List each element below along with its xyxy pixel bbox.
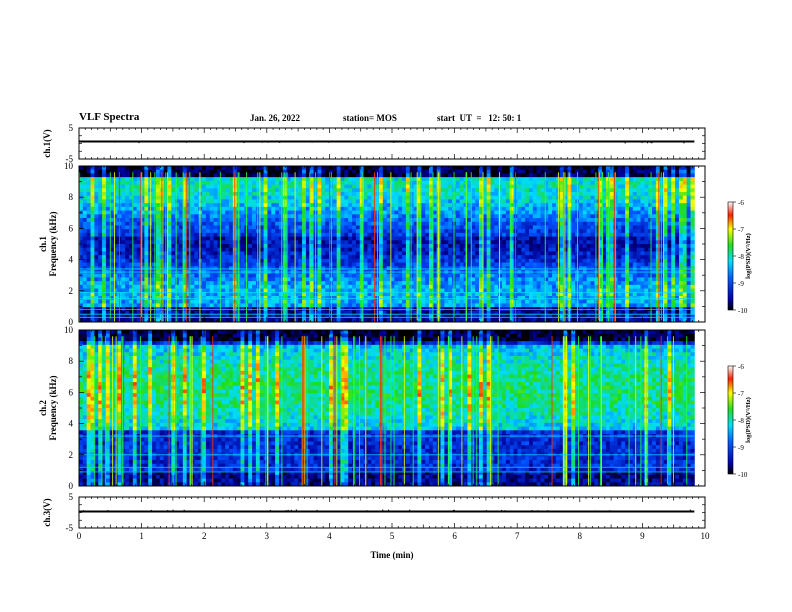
- x-tick-label: 10: [701, 531, 711, 541]
- colorbar-tick-label: -10: [738, 471, 748, 479]
- y-axis-label: ch.1(V): [42, 129, 52, 157]
- colorbar-tick-label: -8: [738, 253, 744, 261]
- y-tick-label: 6: [69, 387, 74, 397]
- y-axis-label: Frequency (kHz): [48, 211, 58, 276]
- y-tick-label: 8: [69, 356, 74, 366]
- date-label: Jan. 26, 2022: [250, 113, 301, 123]
- y-tick-label: -5: [66, 154, 74, 164]
- x-tick-label: 9: [640, 531, 645, 541]
- colorbar-strip: [727, 201, 734, 311]
- x-axis-label: Time (min): [370, 550, 413, 560]
- y-tick-label: 2: [69, 450, 74, 460]
- colorbar-tick-label: -10: [738, 307, 748, 315]
- y-axis-label: ch.1: [38, 236, 48, 252]
- y-tick-label: 10: [64, 325, 74, 335]
- start-time-label: start UT = 12: 50: 1: [437, 113, 522, 123]
- colorbar-tick-label: -6: [738, 199, 744, 207]
- x-ticks: [78, 128, 706, 159]
- spectrogram-ch2-spectrum: [79, 330, 695, 487]
- x-tick-label: 5: [390, 531, 395, 541]
- figure-title: VLF Spectra: [79, 111, 140, 123]
- colorbar-ch2-spectrum: -6 -7 -8 -9 -10 log(PSD)(V²/Hz): [727, 363, 752, 479]
- y-tick-label: 0: [69, 481, 74, 491]
- colorbar-tick-label: -9: [738, 444, 744, 452]
- x-tick-label: 3: [265, 531, 270, 541]
- spectrogram-ch1-spectrum: [79, 166, 695, 323]
- y-tick-label: 4: [69, 255, 74, 265]
- colorbar-tick-label: -9: [738, 280, 744, 288]
- x-tick-label: 8: [578, 531, 583, 541]
- y-tick-label: 2: [69, 286, 74, 296]
- station-label: station= MOS: [343, 113, 397, 123]
- x-tick-label: 6: [452, 531, 457, 541]
- x-ticks: 0 1 2 3 4 5 6 7 8 9 10: [77, 497, 710, 541]
- colorbar-tick-label: -7: [738, 226, 744, 234]
- x-ticks: [78, 330, 706, 486]
- y-tick-label: 0: [69, 317, 74, 327]
- y-tick-label: 5: [69, 123, 74, 133]
- y-tick-label: 8: [69, 192, 74, 202]
- colorbar-tick-label: -8: [738, 417, 744, 425]
- x-tick-label: 0: [77, 531, 82, 541]
- colorbar-strip: [727, 365, 734, 475]
- y-tick-label: 6: [69, 223, 74, 233]
- colorbar-tick-label: -7: [738, 390, 744, 398]
- y-tick-label: -5: [66, 523, 74, 533]
- x-tick-label: 1: [139, 531, 144, 541]
- x-tick-label: 4: [327, 531, 332, 541]
- y-tick-label: 10: [64, 161, 74, 171]
- y-axis-label: ch.2: [38, 400, 48, 416]
- y-axis-label: ch.3(V): [42, 498, 52, 526]
- y-tick-label: 5: [69, 492, 74, 502]
- x-tick-label: 7: [515, 531, 520, 541]
- colorbar-tick-label: -6: [738, 363, 744, 371]
- y-tick-label: 4: [69, 419, 74, 429]
- colorbar-label: log(PSD)(V²/Hz): [745, 233, 752, 279]
- x-ticks: [78, 166, 706, 322]
- y-axis-label: Frequency (kHz): [48, 375, 58, 440]
- x-tick-label: 2: [202, 531, 207, 541]
- colorbar-ch1-spectrum: -6 -7 -8 -9 -10 log(PSD)(V²/Hz): [727, 199, 752, 315]
- colorbar-label: log(PSD)(V²/Hz): [745, 397, 752, 443]
